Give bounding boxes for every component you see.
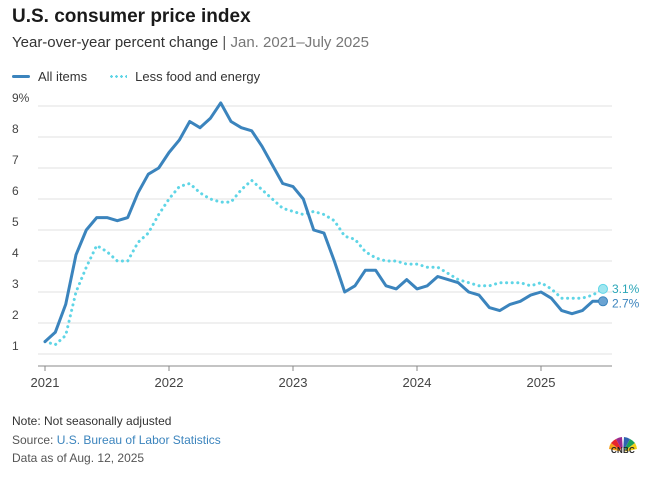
subtitle-main: Year-over-year percent change (12, 34, 219, 51)
chart-subtitle: Year-over-year percent change | Jan. 202… (12, 34, 369, 51)
end-point-all-items (598, 296, 608, 307)
end-label-less-food-and-energy: 3.1% (612, 282, 640, 296)
end-label-all-items: 2.7% (612, 296, 640, 310)
end-point-less-food-and-energy (598, 283, 608, 294)
series-line-all-items (43, 101, 605, 344)
line-chart: 1 2 3 4 5 6 7 8 9% 2021 2022 2023 2024 2025 3.1%2.7% (12, 91, 640, 390)
y-tick-label: 6 (12, 184, 19, 198)
chart-title: U.S. consumer price index (12, 6, 251, 27)
x-tick-label: 2022 (155, 375, 184, 390)
cnbc-peacock-logo-icon (609, 437, 637, 453)
legend-label-all-items: All items (38, 69, 88, 84)
x-tick-label: 2023 (279, 375, 308, 390)
chart-legend: All items Less food and energy (12, 69, 282, 84)
y-tick-label: 9% (12, 91, 30, 105)
legend-swatch-dotted (109, 75, 128, 78)
source-link[interactable]: U.S. Bureau of Labor Statistics (56, 433, 221, 447)
series-line-less-food-and-energy (43, 178, 605, 347)
y-tick-label: 2 (12, 308, 19, 322)
legend-swatch-solid (12, 75, 30, 78)
footer-source: Source: U.S. Bureau of Labor Statistics (12, 433, 221, 447)
y-tick-label: 3 (12, 277, 19, 291)
footer-data-date: Data as of Aug. 12, 2025 (12, 451, 145, 465)
y-tick-label: 1 (12, 339, 19, 353)
legend-item-all-items: All items (12, 69, 87, 84)
y-tick-label: 5 (12, 215, 19, 229)
subtitle-separator: | (222, 34, 227, 51)
x-tick-label: 2024 (403, 375, 432, 390)
x-tick-label: 2025 (527, 375, 556, 390)
source-prefix: Source: (12, 433, 57, 447)
y-tick-label: 4 (12, 246, 19, 260)
subtitle-range: Jan. 2021–July 2025 (230, 34, 369, 51)
y-tick-label: 8 (12, 122, 19, 136)
legend-item-core: Less food and energy (109, 69, 260, 84)
x-tick-label: 2021 (31, 375, 60, 390)
footer-note: Note: Not seasonally adjusted (12, 414, 172, 428)
logo-text: CNBC (611, 446, 635, 455)
legend-label-core: Less food and energy (135, 69, 261, 84)
y-tick-label: 7 (12, 153, 19, 167)
